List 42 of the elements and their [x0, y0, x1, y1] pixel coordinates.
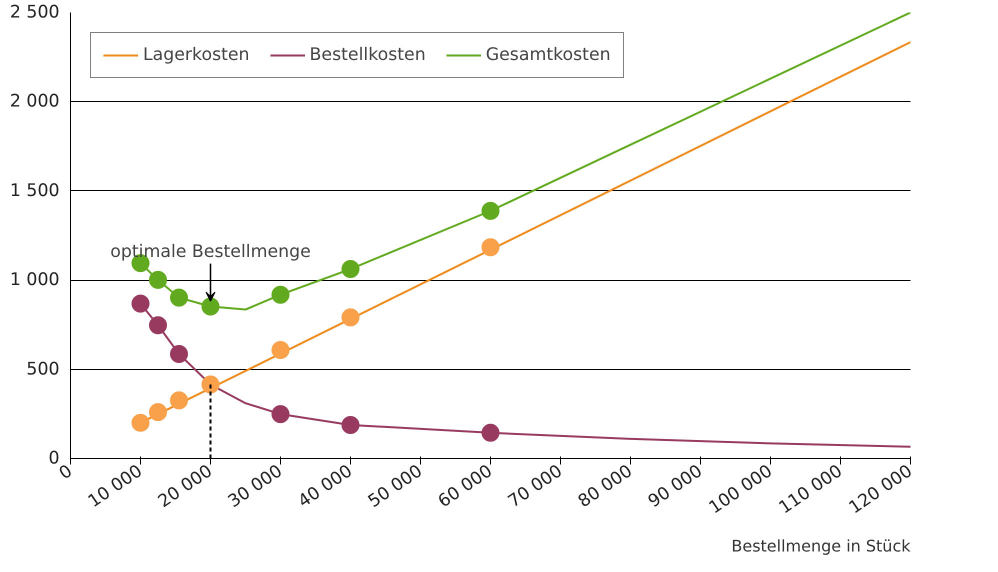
x-tick-label: 90 000: [644, 461, 706, 512]
y-tick-label: 500: [26, 359, 60, 380]
x-tick-label: 10 000: [84, 461, 146, 512]
x-tick-label: 70 000: [504, 461, 566, 512]
point: [170, 288, 188, 307]
point: [342, 416, 360, 434]
point: [482, 424, 500, 442]
point: [482, 202, 500, 220]
point: [149, 316, 167, 334]
y-tick-label: 2 500: [10, 2, 60, 22]
point: [342, 308, 360, 326]
y-tick-label: 2 000: [10, 92, 60, 112]
y-tick-label: 1 500: [10, 180, 60, 201]
y-tick-label: 0: [48, 448, 60, 468]
point: [202, 298, 220, 316]
point: [342, 260, 360, 278]
x-tick-label: 40 000: [294, 461, 356, 512]
point: [170, 344, 188, 363]
legend-label: Lagerkosten: [143, 45, 250, 65]
legend-label: Gesamtkosten: [486, 45, 611, 65]
point: [482, 238, 500, 256]
point: [272, 286, 290, 304]
x-tick-label: 50 000: [364, 461, 426, 512]
x-tick-label: 80 000: [574, 461, 636, 512]
x-tick-label: 20 000: [154, 461, 216, 512]
x-tick-label: 110 000: [776, 461, 846, 518]
point: [132, 414, 150, 432]
point: [272, 405, 290, 424]
x-tick-label: 30 000: [224, 461, 286, 512]
point: [170, 391, 188, 410]
point: [272, 341, 290, 360]
point: [149, 270, 167, 289]
x-tick-label: 100 000: [706, 461, 776, 518]
x-tick-label: 120 000: [846, 461, 916, 518]
annotation: optimale Bestellmenge: [110, 242, 311, 262]
point: [132, 294, 150, 313]
point: [149, 403, 167, 422]
x-axis-title: Bestellmenge in Stück: [731, 536, 912, 556]
point: [202, 375, 220, 394]
legend-label: Bestellkosten: [310, 45, 426, 65]
y-tick-label: 1 000: [10, 270, 60, 290]
x-tick-label: 60 000: [434, 461, 496, 512]
